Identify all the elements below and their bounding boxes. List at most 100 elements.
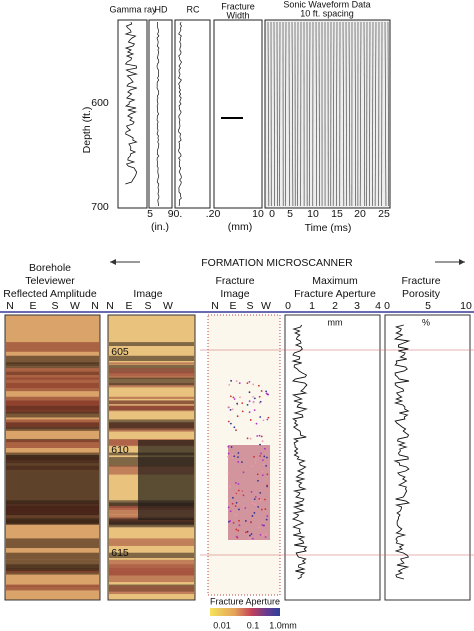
track-title: Sonic Waveform Data — [283, 0, 370, 9]
texture — [259, 416, 262, 418]
texture — [246, 403, 249, 406]
colorbar — [210, 608, 280, 616]
texture — [244, 520, 247, 522]
track-frame — [148, 19, 173, 209]
texture — [227, 472, 230, 475]
texture — [237, 461, 240, 463]
tick-label: .20 — [206, 208, 221, 220]
texture — [232, 396, 235, 399]
texture — [259, 443, 261, 446]
texture — [240, 491, 243, 494]
texture — [234, 493, 237, 496]
texture — [109, 538, 194, 546]
waveform — [273, 21, 275, 207]
colorbar-label: 1.0mm — [269, 620, 297, 630]
texture — [238, 508, 240, 511]
texture — [260, 452, 262, 455]
unit: (mm) — [228, 221, 253, 233]
waveform — [354, 21, 357, 207]
texture — [241, 461, 243, 464]
waveform — [348, 21, 351, 207]
arrow-head — [459, 259, 465, 265]
waveform — [332, 21, 335, 207]
texture — [249, 534, 251, 537]
tick-label: 5 — [147, 208, 153, 220]
depth-label: 615 — [111, 547, 129, 559]
curve — [178, 21, 182, 207]
tick-label: 20 — [354, 208, 366, 220]
tick-label: W — [163, 300, 173, 312]
texture — [248, 400, 251, 403]
texture — [6, 572, 99, 575]
texture — [6, 568, 99, 572]
track-title: Width — [226, 10, 249, 20]
track-frame — [284, 314, 381, 601]
tick-label: N — [211, 300, 219, 312]
tick-label: 10 — [307, 208, 319, 220]
texture — [233, 455, 236, 458]
texture — [261, 534, 264, 536]
texture — [265, 464, 268, 467]
waveform — [372, 21, 374, 207]
texture — [260, 435, 263, 438]
texture — [248, 411, 251, 414]
texture — [6, 362, 99, 365]
texture — [250, 491, 253, 493]
texture — [138, 440, 194, 520]
curves — [6, 21, 411, 595]
waveform — [267, 21, 270, 207]
tick-label: 1 — [309, 300, 315, 312]
texture — [261, 524, 264, 526]
arrow-head — [110, 259, 116, 265]
track-title: Fracture — [215, 275, 254, 287]
tick-label: E — [29, 300, 36, 312]
texture — [264, 498, 266, 501]
texture — [260, 390, 263, 392]
texture — [6, 584, 99, 587]
texture — [258, 526, 260, 529]
texture — [227, 452, 230, 455]
waveform — [359, 21, 362, 207]
texture — [258, 497, 261, 500]
texture — [248, 537, 251, 539]
texture — [237, 456, 239, 459]
texture — [229, 485, 231, 488]
tick-label: 10 — [460, 300, 472, 312]
texture — [109, 342, 194, 347]
texture — [109, 396, 194, 399]
waveform — [387, 21, 389, 207]
depth-label: 605 — [111, 346, 129, 358]
track-title: Televiewer — [25, 275, 75, 287]
texture — [227, 455, 230, 458]
texture — [231, 496, 234, 499]
texture — [246, 530, 249, 533]
texture — [255, 422, 258, 425]
texture — [264, 536, 267, 538]
waveform — [345, 21, 347, 207]
unit: % — [422, 317, 430, 327]
texture — [253, 455, 255, 458]
texture — [248, 391, 251, 394]
texture — [230, 379, 233, 382]
tick-label: 2 — [332, 300, 338, 312]
texture — [259, 499, 262, 502]
texture — [267, 393, 270, 396]
texture — [232, 522, 235, 524]
texture — [6, 377, 99, 389]
texture — [109, 585, 194, 595]
texture — [256, 435, 259, 437]
texture — [250, 521, 252, 523]
texture — [257, 479, 259, 482]
texture — [246, 382, 249, 385]
texture — [259, 400, 262, 403]
texture — [266, 473, 269, 476]
texture — [231, 456, 234, 459]
texture — [261, 474, 264, 477]
colorbar-label: 0.01 — [213, 620, 231, 630]
texture — [228, 383, 231, 386]
texture — [254, 459, 257, 461]
tick-label: S — [144, 300, 151, 312]
tick-label: 0 — [285, 300, 291, 312]
track-frame — [213, 19, 263, 209]
waveform — [291, 21, 294, 207]
